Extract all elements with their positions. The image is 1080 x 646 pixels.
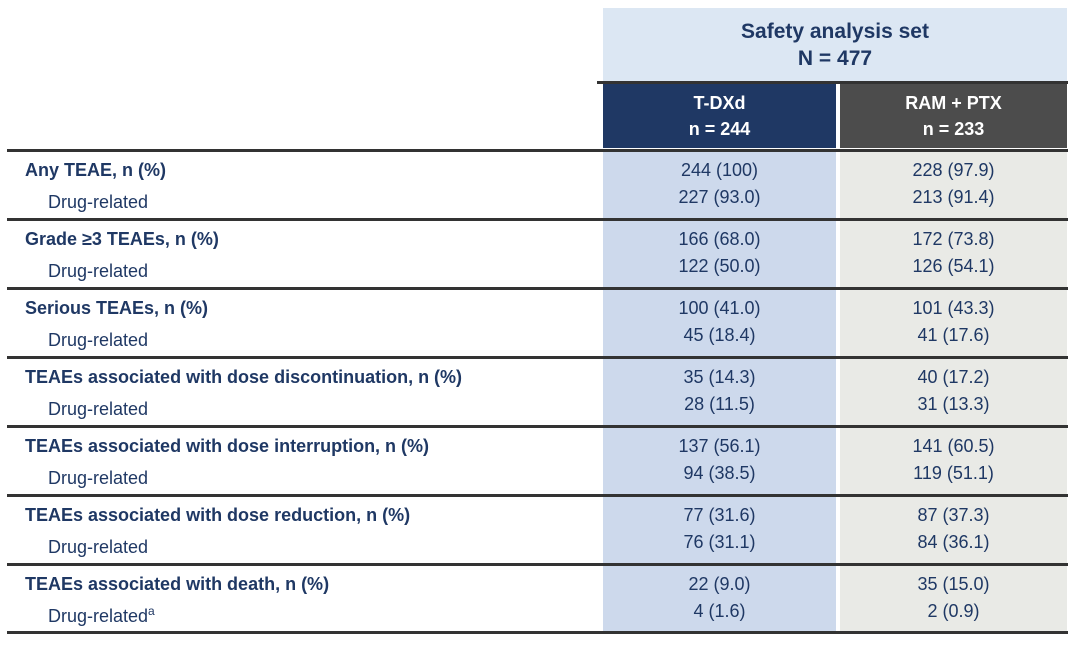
row-label-cell: Grade ≥3 TEAEs, n (%) Drug-related xyxy=(25,219,595,288)
ram-value-cell: 228 (97.9) 213 (91.4) xyxy=(840,150,1067,219)
row-sublabel: Drug-related xyxy=(48,330,149,350)
tdxd-value-sub: 4 (1.6) xyxy=(693,601,746,621)
tdxd-value-cell: 137 (56.1) 94 (38.5) xyxy=(603,426,836,495)
ram-value-main: 101 (43.3) xyxy=(912,298,995,318)
table-row-grade3-teaes: Grade ≥3 TEAEs, n (%) Drug-related 166 (… xyxy=(0,219,1080,288)
tdxd-value-cell: 244 (100) 227 (93.0) xyxy=(603,150,836,219)
tdxd-value-sub: 28 (11.5) xyxy=(684,394,755,414)
row-label: Grade ≥3 TEAEs, n (%) xyxy=(25,229,219,249)
tdxd-value-sub: 94 (38.5) xyxy=(683,463,756,483)
row-label-cell: TEAEs associated with dose reduction, n … xyxy=(25,495,595,564)
ram-value-main: 141 (60.5) xyxy=(912,436,995,456)
ram-value-main: 228 (97.9) xyxy=(912,160,995,180)
ram-value-cell: 141 (60.5) 119 (51.1) xyxy=(840,426,1067,495)
group-header-safety-analysis-set: Safety analysis set N = 477 xyxy=(603,8,1067,81)
row-label: TEAEs associated with dose discontinuati… xyxy=(25,367,463,387)
column-header-ram-ptx-n: n = 233 xyxy=(922,119,985,139)
ram-value-main: 87 (37.3) xyxy=(917,505,990,525)
tdxd-value-cell: 22 (9.0) 4 (1.6) xyxy=(603,564,836,633)
ram-value-sub: 119 (51.1) xyxy=(913,463,994,483)
ram-ptx-column-background xyxy=(840,150,1067,633)
column-header-tdxd: T-DXd n = 244 xyxy=(603,84,836,148)
row-label: Serious TEAEs, n (%) xyxy=(25,298,209,318)
tdxd-value-sub: 76 (31.1) xyxy=(683,532,756,552)
table-row-dose-interruption: TEAEs associated with dose interruption,… xyxy=(0,426,1080,495)
row-label-cell: TEAEs associated with dose discontinuati… xyxy=(25,357,595,426)
row-label: TEAEs associated with death, n (%) xyxy=(25,574,330,594)
ram-value-sub: 126 (54.1) xyxy=(912,256,995,276)
tdxd-value-main: 244 (100) xyxy=(680,160,759,180)
tdxd-value-cell: 166 (68.0) 122 (50.0) xyxy=(603,219,836,288)
ram-value-sub: 84 (36.1) xyxy=(917,532,990,552)
ram-value-sub: 31 (13.3) xyxy=(917,394,990,414)
tdxd-value-main: 166 (68.0) xyxy=(678,229,761,249)
tdxd-value-main: 77 (31.6) xyxy=(683,505,756,525)
table-row-death: TEAEs associated with death, n (%) Drug-… xyxy=(0,564,1080,633)
row-sublabel: Drug-relateda xyxy=(48,604,155,626)
ram-value-cell: 40 (17.2) 31 (13.3) xyxy=(840,357,1067,426)
group-header-title: Safety analysis set xyxy=(741,20,929,43)
row-label-cell: Serious TEAEs, n (%) Drug-related xyxy=(25,288,595,357)
ram-value-sub: 41 (17.6) xyxy=(917,325,990,345)
row-sublabel: Drug-related xyxy=(48,399,149,419)
group-header-divider xyxy=(597,81,1068,84)
row-label-cell: TEAEs associated with death, n (%) Drug-… xyxy=(25,564,595,633)
tdxd-value-main: 35 (14.3) xyxy=(683,367,756,387)
tdxd-value-main: 22 (9.0) xyxy=(688,574,751,594)
column-header-tdxd-name: T-DXd xyxy=(693,93,746,113)
row-label-cell: TEAEs associated with dose interruption,… xyxy=(25,426,595,495)
row-sublabel: Drug-related xyxy=(48,468,149,488)
tdxd-value-sub: 45 (18.4) xyxy=(683,325,756,345)
row-sublabel: Drug-related xyxy=(48,192,149,212)
row-divider xyxy=(7,149,1068,152)
ram-value-cell: 87 (37.3) 84 (36.1) xyxy=(840,495,1067,564)
footnote-marker: a xyxy=(148,604,155,618)
column-header-ram-ptx: RAM + PTX n = 233 xyxy=(840,84,1067,148)
row-divider xyxy=(7,631,1068,634)
ram-value-cell: 101 (43.3) 41 (17.6) xyxy=(840,288,1067,357)
row-label: Any TEAE, n (%) xyxy=(25,160,167,180)
tdxd-column-background xyxy=(603,150,836,633)
column-header-ram-ptx-name: RAM + PTX xyxy=(905,93,1002,113)
table-row-dose-discontinuation: TEAEs associated with dose discontinuati… xyxy=(0,357,1080,426)
ram-value-sub: 213 (91.4) xyxy=(912,187,995,207)
row-divider xyxy=(7,563,1068,566)
table-row-dose-reduction: TEAEs associated with dose reduction, n … xyxy=(0,495,1080,564)
row-divider xyxy=(7,218,1068,221)
row-divider xyxy=(7,494,1068,497)
tdxd-value-sub: 227 (93.0) xyxy=(678,187,761,207)
tdxd-value-cell: 77 (31.6) 76 (31.1) xyxy=(603,495,836,564)
row-divider xyxy=(7,356,1068,359)
ram-value-sub: 2 (0.9) xyxy=(927,601,980,621)
row-sublabel: Drug-related xyxy=(48,261,149,281)
tdxd-value-main: 137 (56.1) xyxy=(678,436,761,456)
table-row-serious-teaes: Serious TEAEs, n (%) Drug-related 100 (4… xyxy=(0,288,1080,357)
ram-value-main: 35 (15.0) xyxy=(917,574,990,594)
row-label: TEAEs associated with dose interruption,… xyxy=(25,436,430,456)
table-row-any-teae: Any TEAE, n (%) Drug-related 244 (100) 2… xyxy=(0,150,1080,219)
tdxd-value-sub: 122 (50.0) xyxy=(678,256,761,276)
row-label-cell: Any TEAE, n (%) Drug-related xyxy=(25,150,595,219)
row-sublabel: Drug-related xyxy=(48,537,149,557)
row-divider xyxy=(7,425,1068,428)
row-label: TEAEs associated with dose reduction, n … xyxy=(25,505,411,525)
column-header-tdxd-n: n = 244 xyxy=(688,119,751,139)
tdxd-value-cell: 100 (41.0) 45 (18.4) xyxy=(603,288,836,357)
ram-value-cell: 35 (15.0) 2 (0.9) xyxy=(840,564,1067,633)
ram-value-main: 172 (73.8) xyxy=(912,229,995,249)
tdxd-value-cell: 35 (14.3) 28 (11.5) xyxy=(603,357,836,426)
group-header-n: N = 477 xyxy=(797,47,873,70)
ram-value-cell: 172 (73.8) 126 (54.1) xyxy=(840,219,1067,288)
row-divider xyxy=(7,287,1068,290)
tdxd-value-main: 100 (41.0) xyxy=(678,298,761,318)
ram-value-main: 40 (17.2) xyxy=(917,367,990,387)
